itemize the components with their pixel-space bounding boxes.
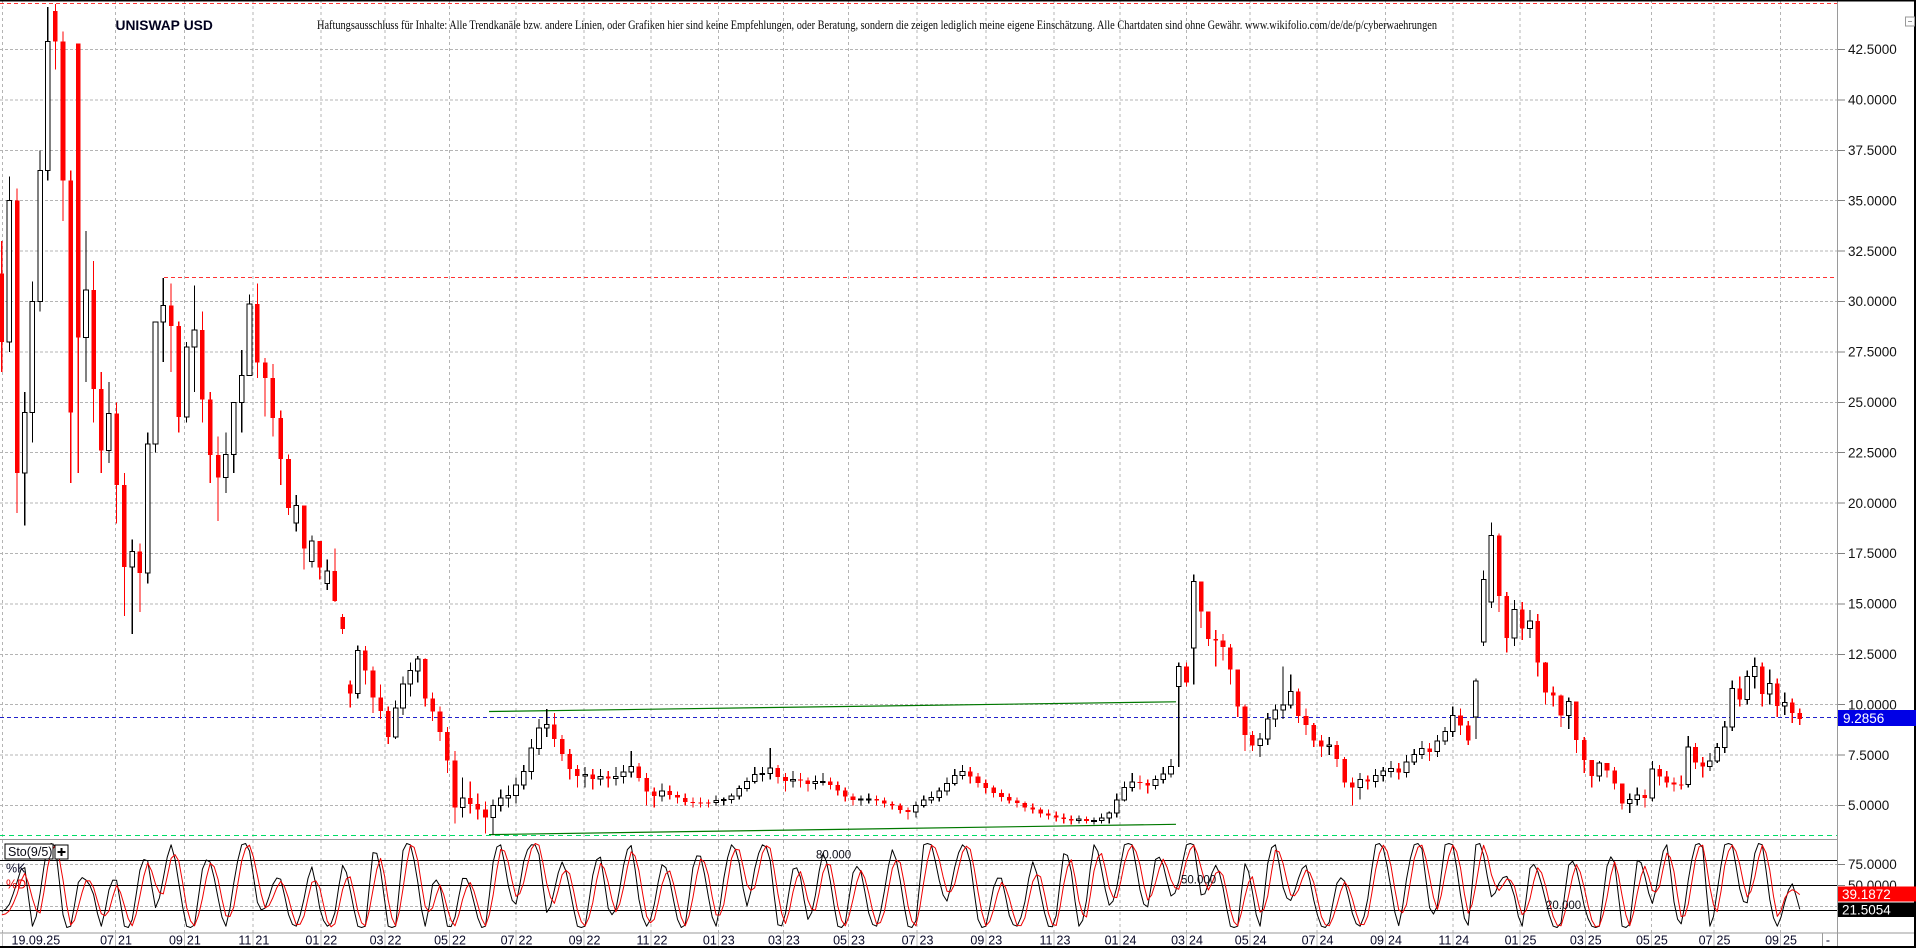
svg-text:%D: %D xyxy=(6,878,26,892)
svg-text:07: 07 xyxy=(902,933,916,947)
svg-text:21: 21 xyxy=(255,933,269,947)
svg-text:40.0000: 40.0000 xyxy=(1848,93,1897,108)
svg-text:%K: %K xyxy=(6,862,26,876)
svg-text:Haftungsausschluss für Inhalte: Haftungsausschluss für Inhalte: Alle Tre… xyxy=(317,18,1438,32)
svg-text:10.0000: 10.0000 xyxy=(1848,697,1897,712)
svg-text:22: 22 xyxy=(519,933,533,947)
svg-text:11: 11 xyxy=(238,933,251,947)
svg-text:30.0000: 30.0000 xyxy=(1848,294,1897,309)
svg-text:21: 21 xyxy=(187,933,201,947)
svg-text:11: 11 xyxy=(637,933,650,947)
svg-text:21: 21 xyxy=(118,933,132,947)
svg-text:23: 23 xyxy=(920,933,934,947)
svg-text:24: 24 xyxy=(1455,933,1469,947)
svg-text:75.0000: 75.0000 xyxy=(1848,857,1897,872)
svg-text:37.5000: 37.5000 xyxy=(1848,143,1897,158)
svg-text:23: 23 xyxy=(786,933,800,947)
svg-text:25: 25 xyxy=(1717,933,1731,947)
svg-text:27.5000: 27.5000 xyxy=(1848,345,1897,360)
svg-text:22: 22 xyxy=(452,933,466,947)
svg-text:07: 07 xyxy=(100,933,114,947)
svg-text:24: 24 xyxy=(1189,933,1203,947)
svg-text:7.5000: 7.5000 xyxy=(1848,748,1889,763)
svg-text:17.5000: 17.5000 xyxy=(1848,546,1897,561)
svg-text:23: 23 xyxy=(1057,933,1071,947)
svg-text:23: 23 xyxy=(721,933,735,947)
svg-text:23: 23 xyxy=(988,933,1002,947)
svg-text:09: 09 xyxy=(970,933,984,947)
svg-text:11: 11 xyxy=(1438,933,1451,947)
svg-text:20.000: 20.000 xyxy=(1546,900,1581,912)
svg-text:35.0000: 35.0000 xyxy=(1848,193,1897,208)
svg-text:03: 03 xyxy=(370,933,384,947)
svg-text:24: 24 xyxy=(1123,933,1137,947)
svg-text:09: 09 xyxy=(1370,933,1384,947)
svg-text:39.1872: 39.1872 xyxy=(1842,887,1891,902)
svg-text:09: 09 xyxy=(569,933,583,947)
svg-text:9.2856: 9.2856 xyxy=(1843,711,1884,726)
svg-text:-: - xyxy=(1826,933,1830,947)
svg-text:09: 09 xyxy=(169,933,183,947)
svg-text:22: 22 xyxy=(388,933,402,947)
svg-text:01: 01 xyxy=(1105,933,1119,947)
svg-text:25: 25 xyxy=(1783,933,1797,947)
svg-text:11: 11 xyxy=(1040,933,1053,947)
svg-text:32.5000: 32.5000 xyxy=(1848,244,1897,259)
svg-text:05: 05 xyxy=(434,933,448,947)
svg-text:07: 07 xyxy=(501,933,515,947)
svg-text:07: 07 xyxy=(1699,933,1713,947)
svg-text:19.09.25: 19.09.25 xyxy=(12,933,61,947)
svg-text:25: 25 xyxy=(1654,933,1668,947)
svg-text:03: 03 xyxy=(1171,933,1185,947)
svg-text:15.0000: 15.0000 xyxy=(1848,597,1897,612)
svg-text:50.000: 50.000 xyxy=(1181,875,1216,887)
svg-text:20.0000: 20.0000 xyxy=(1848,496,1897,511)
svg-text:80.000: 80.000 xyxy=(816,850,851,862)
svg-text:23: 23 xyxy=(851,933,865,947)
svg-text:03: 03 xyxy=(1570,933,1584,947)
svg-text:UNISWAP USD: UNISWAP USD xyxy=(116,18,213,33)
svg-text:01: 01 xyxy=(305,933,319,947)
svg-text:24: 24 xyxy=(1253,933,1267,947)
svg-text:24: 24 xyxy=(1388,933,1402,947)
svg-text:25: 25 xyxy=(1588,933,1602,947)
svg-text:05: 05 xyxy=(1636,933,1650,947)
svg-text:01: 01 xyxy=(703,933,717,947)
svg-text:24: 24 xyxy=(1320,933,1334,947)
svg-text:05: 05 xyxy=(833,933,847,947)
svg-text:25: 25 xyxy=(1523,933,1537,947)
svg-text:12.5000: 12.5000 xyxy=(1848,647,1897,662)
svg-text:07: 07 xyxy=(1302,933,1316,947)
svg-text:09: 09 xyxy=(1765,933,1779,947)
svg-text:22: 22 xyxy=(323,933,337,947)
svg-text:22: 22 xyxy=(654,933,668,947)
svg-text:22: 22 xyxy=(587,933,601,947)
svg-text:Sto(9/5): Sto(9/5) xyxy=(8,845,52,859)
svg-text:25.0000: 25.0000 xyxy=(1848,395,1897,410)
svg-text:01: 01 xyxy=(1505,933,1519,947)
svg-text:21.5054: 21.5054 xyxy=(1842,902,1891,917)
svg-text:03: 03 xyxy=(768,933,782,947)
svg-text:42.5000: 42.5000 xyxy=(1848,42,1897,57)
svg-text:22.5000: 22.5000 xyxy=(1848,445,1897,460)
svg-text:05: 05 xyxy=(1235,933,1249,947)
svg-text:5.0000: 5.0000 xyxy=(1848,798,1889,813)
